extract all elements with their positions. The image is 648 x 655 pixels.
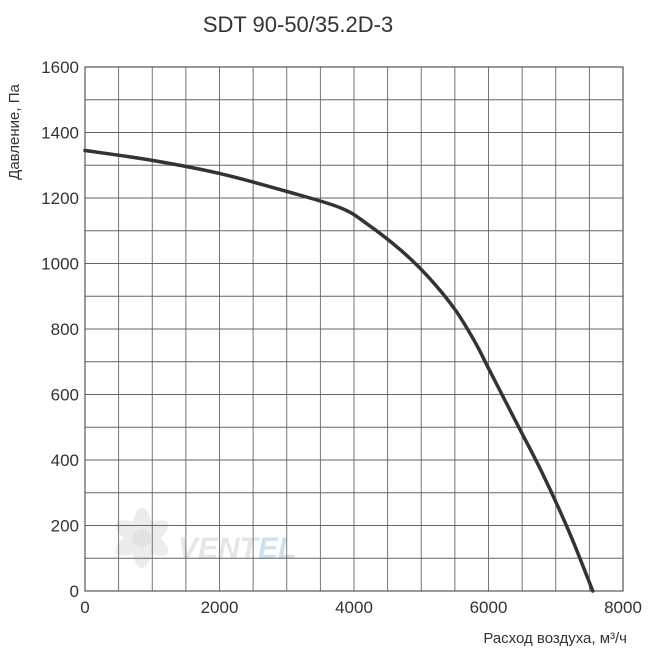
x-tick-label: 2000 (201, 598, 239, 617)
watermark-text-part2: EL (258, 532, 296, 565)
y-tick-label: 200 (51, 517, 79, 536)
x-tick-label: 8000 (604, 598, 642, 617)
fan-icon (115, 508, 169, 568)
watermark-text: VENTEL (178, 532, 296, 565)
watermark: VENTEL (115, 508, 296, 568)
x-axis-ticks: 0 2000 4000 6000 8000 (80, 598, 642, 617)
x-axis-label: Расход воздуха, м³/ч (483, 630, 627, 647)
y-tick-label: 1400 (41, 124, 79, 143)
x-tick-label: 6000 (470, 598, 508, 617)
x-tick-label: 4000 (335, 598, 373, 617)
grid (84, 66, 624, 592)
y-tick-label: 400 (51, 451, 79, 470)
y-tick-label: 1000 (41, 255, 79, 274)
y-tick-label: 1600 (41, 58, 79, 77)
plot-frame (84, 66, 624, 592)
y-tick-label: 0 (70, 582, 79, 601)
series-points (84, 150, 593, 592)
y-axis-label: Давление, Па (6, 84, 23, 180)
chart-title: SDT 90-50/35.2D-3 (203, 12, 393, 37)
y-tick-label: 1200 (41, 189, 79, 208)
y-tick-label: 800 (51, 320, 79, 339)
y-axis-ticks: 0 200 400 600 800 1000 1200 1400 1600 (41, 58, 79, 601)
y-tick-label: 600 (51, 386, 79, 405)
x-tick-label: 0 (80, 598, 89, 617)
